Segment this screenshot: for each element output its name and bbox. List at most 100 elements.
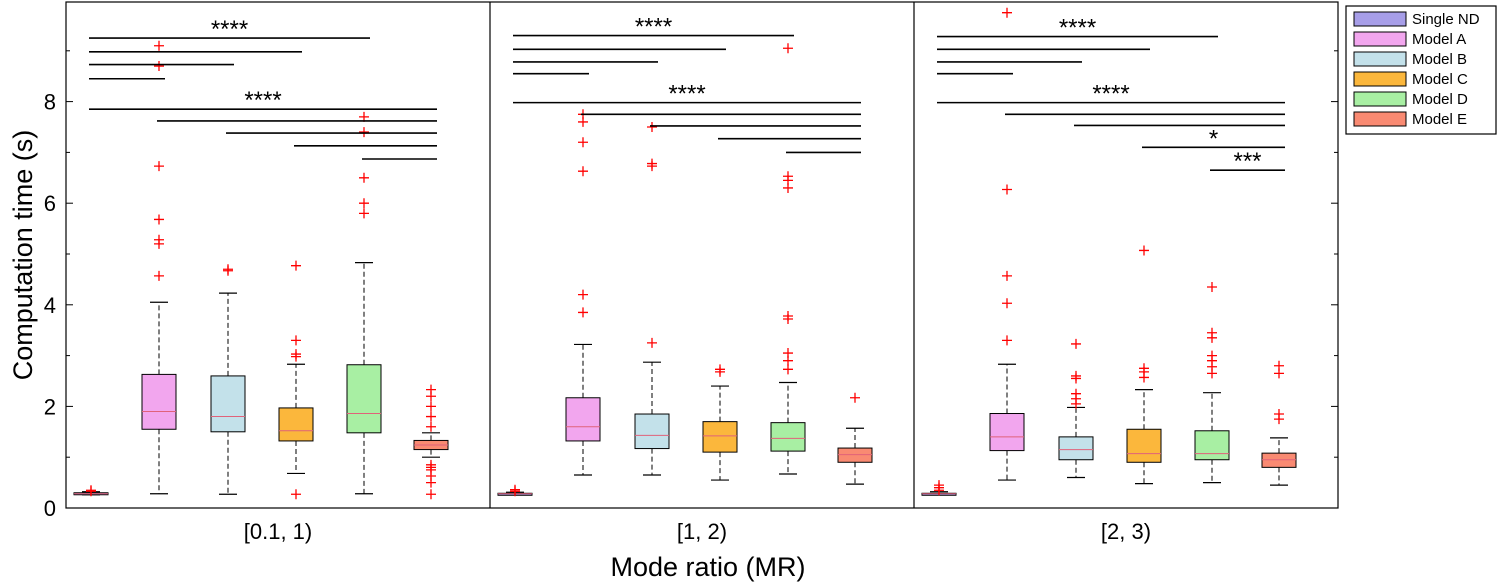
significance-label: ****	[244, 87, 281, 114]
box-iqr	[1261, 452, 1297, 468]
outlier-marker	[715, 364, 725, 375]
box-single-nd	[73, 485, 109, 497]
legend-label: Model B	[1412, 51, 1467, 68]
outlier-marker	[154, 214, 164, 225]
outlier-marker	[1139, 245, 1149, 256]
outlier-marker	[510, 484, 520, 495]
outlier-marker	[223, 264, 233, 275]
y-axis-title: Computation time (s)	[8, 130, 38, 381]
significance-label: ***	[1233, 148, 1261, 175]
outlier-marker	[578, 307, 588, 318]
outlier-marker	[647, 122, 657, 132]
box-iqr	[346, 364, 382, 434]
outlier-marker	[1207, 282, 1217, 293]
outlier-marker	[1139, 363, 1149, 374]
outlier-marker	[426, 401, 436, 412]
box-model-a	[989, 7, 1025, 481]
box-model-b	[210, 264, 246, 495]
significance-label: ****	[668, 81, 705, 108]
significance-label: ****	[211, 16, 248, 43]
box-model-a	[565, 109, 601, 476]
y-tick-label: 4	[44, 293, 56, 318]
outlier-marker	[1002, 270, 1012, 281]
legend-swatch	[1353, 91, 1407, 107]
box-single-nd	[921, 480, 957, 496]
legend-label: Model A	[1412, 31, 1466, 48]
box-model-e	[837, 392, 873, 485]
legend-label: Model C	[1412, 71, 1468, 88]
outlier-marker	[578, 289, 588, 300]
outlier-marker	[1071, 338, 1081, 349]
box-iqr	[1058, 436, 1094, 461]
box-iqr	[1126, 428, 1162, 463]
outlier-marker	[783, 43, 793, 54]
outlier-marker	[426, 459, 436, 470]
box-single-nd	[497, 484, 533, 497]
box-iqr	[565, 397, 601, 442]
y-tick-label: 0	[44, 496, 56, 521]
x-tick-label: [1, 2)	[677, 519, 727, 544]
outlier-marker	[850, 392, 860, 403]
outlier-marker	[291, 349, 301, 360]
box-model-c	[1126, 245, 1162, 485]
outlier-marker	[783, 310, 793, 321]
legend-swatch	[1353, 51, 1407, 67]
box-model-c	[702, 364, 738, 481]
outlier-marker	[783, 348, 793, 359]
outlier-marker	[154, 40, 164, 51]
outlier-marker	[86, 485, 96, 496]
outlier-marker	[154, 234, 164, 245]
box-model-b	[634, 122, 670, 476]
outlier-marker	[291, 335, 301, 346]
outlier-marker	[359, 172, 369, 183]
outlier-marker	[359, 127, 369, 138]
outlier-marker	[154, 161, 164, 172]
axes-frame	[65, 1, 1339, 509]
box-iqr	[702, 421, 738, 453]
outlier-marker	[426, 489, 436, 500]
outlier-marker	[647, 158, 657, 169]
significance-label: ****	[1059, 15, 1096, 42]
x-tick-label: [2, 3)	[1101, 519, 1151, 544]
box-iqr	[770, 422, 806, 452]
outlier-marker	[1207, 350, 1217, 361]
outlier-marker	[426, 411, 436, 422]
box-iqr	[989, 413, 1025, 452]
significance-label: ****	[1092, 81, 1129, 108]
outlier-marker	[1071, 388, 1081, 399]
outlier-marker	[1274, 409, 1284, 420]
box-iqr	[141, 373, 177, 430]
outlier-marker	[934, 480, 944, 491]
outlier-marker	[1071, 370, 1081, 381]
outlier-marker	[291, 489, 301, 500]
outlier-marker	[154, 61, 164, 72]
outlier-marker	[1002, 7, 1012, 18]
box-model-a	[141, 40, 177, 495]
outlier-marker	[1207, 327, 1217, 338]
x-tick-label: [0.1, 1)	[244, 519, 312, 544]
x-axis-title: Mode ratio (MR)	[610, 552, 805, 582]
outlier-marker	[359, 208, 369, 219]
box-iqr	[634, 413, 670, 450]
outlier-marker	[578, 137, 588, 148]
significance-label: ****	[635, 14, 672, 41]
box-model-d	[770, 43, 806, 475]
legend: Single ND Model A Model B Model C Model D Mod…	[1345, 5, 1497, 135]
y-tick-label: 6	[44, 191, 56, 216]
box-model-e	[413, 384, 449, 500]
legend-label: Model D	[1412, 91, 1468, 108]
legend-swatch	[1353, 31, 1407, 47]
y-tick-label: 8	[44, 90, 56, 115]
box-iqr	[278, 407, 314, 442]
legend-swatch	[1353, 71, 1407, 87]
outlier-marker	[578, 166, 588, 177]
significance-label: *	[1209, 125, 1218, 152]
box-model-e	[1261, 360, 1297, 486]
outlier-marker	[1002, 298, 1012, 309]
outlier-marker	[783, 171, 793, 182]
outlier-marker	[1274, 360, 1284, 371]
outlier-marker	[359, 198, 369, 209]
legend-swatch	[1353, 111, 1407, 127]
